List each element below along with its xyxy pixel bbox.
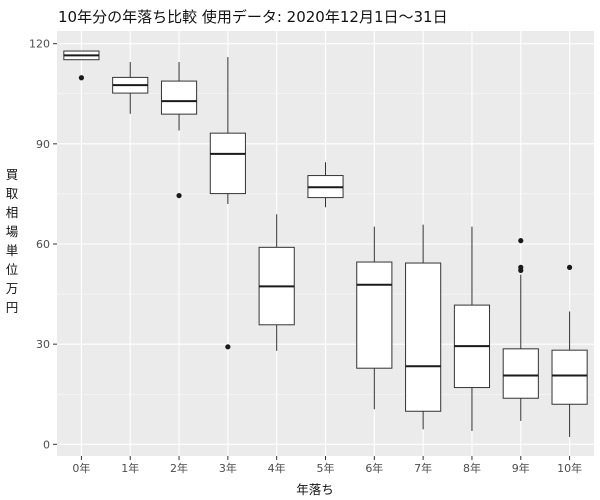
iqr-box: [209, 132, 246, 195]
box-5年: [307, 162, 344, 208]
x-tick-label: 0年: [72, 461, 90, 475]
box-8年: [453, 226, 491, 431]
x-tick-label: 5年: [317, 461, 335, 475]
box-2年: [160, 62, 198, 199]
x-tick-label: 10年: [557, 461, 582, 475]
y-tick-label: 120: [29, 38, 50, 51]
chart-title: 10年分の年落ち比較 使用データ: 2020年12月1日～31日: [58, 8, 448, 26]
x-tick-label: 3年: [219, 461, 237, 475]
box-4年: [258, 214, 295, 351]
outlier-point: [225, 344, 231, 350]
x-tick-label: 1年: [121, 461, 139, 475]
y-tick-label: 60: [36, 238, 50, 251]
iqr-box: [356, 261, 393, 369]
box-0年: [63, 50, 100, 81]
y-tick-label: 30: [36, 338, 50, 351]
y-tick-label: 0: [43, 438, 50, 451]
box-6年: [356, 226, 393, 410]
box-9年: [502, 238, 539, 421]
x-tick-label: 2年: [170, 461, 188, 475]
box-1年: [112, 62, 149, 114]
iqr-box: [551, 349, 588, 405]
x-tick-label: 7年: [414, 461, 432, 475]
y-axis: 0 30 60 90 120: [29, 38, 57, 451]
outlier-point: [518, 264, 524, 270]
outlier-point: [78, 75, 85, 81]
outlier-point: [176, 192, 182, 199]
box-3年: [209, 57, 246, 350]
outlier-point: [518, 238, 524, 244]
x-axis-label: 年落ち: [296, 482, 334, 497]
y-axis-label: 買取相場 単位 万円: [5, 167, 19, 315]
x-tick-label: 6年: [365, 461, 383, 475]
box-7年: [405, 224, 442, 430]
outlier-point: [566, 264, 573, 270]
iqr-box: [160, 80, 198, 115]
x-tick-label: 8年: [463, 461, 481, 475]
x-axis: 0年 1年 2年 3年 4年 5年 6年 7年 8年 9年 10年: [72, 456, 582, 475]
grid-lines: [57, 31, 594, 456]
iqr-box: [502, 348, 539, 399]
box-10年: [551, 264, 588, 437]
x-tick-label: 4年: [268, 461, 286, 475]
x-tick-label: 9年: [512, 461, 530, 475]
boxes-layer: [63, 50, 588, 437]
y-tick-label: 90: [36, 138, 50, 151]
iqr-box: [405, 262, 442, 412]
